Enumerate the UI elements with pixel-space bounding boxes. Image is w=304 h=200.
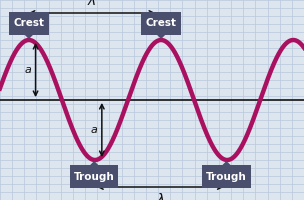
Text: a: a: [25, 65, 31, 75]
FancyBboxPatch shape: [141, 12, 181, 35]
Polygon shape: [223, 162, 230, 166]
Text: $\lambda$: $\lambda$: [156, 192, 165, 200]
FancyBboxPatch shape: [70, 165, 118, 188]
Polygon shape: [157, 34, 165, 38]
FancyBboxPatch shape: [202, 165, 250, 188]
FancyBboxPatch shape: [9, 12, 49, 35]
Text: Crest: Crest: [146, 18, 177, 28]
Text: a: a: [91, 125, 98, 135]
Text: Crest: Crest: [13, 18, 44, 28]
Text: Trough: Trough: [206, 172, 247, 182]
Polygon shape: [25, 34, 33, 38]
Text: $\lambda$: $\lambda$: [87, 0, 97, 8]
Polygon shape: [91, 162, 98, 166]
Text: Trough: Trough: [74, 172, 115, 182]
